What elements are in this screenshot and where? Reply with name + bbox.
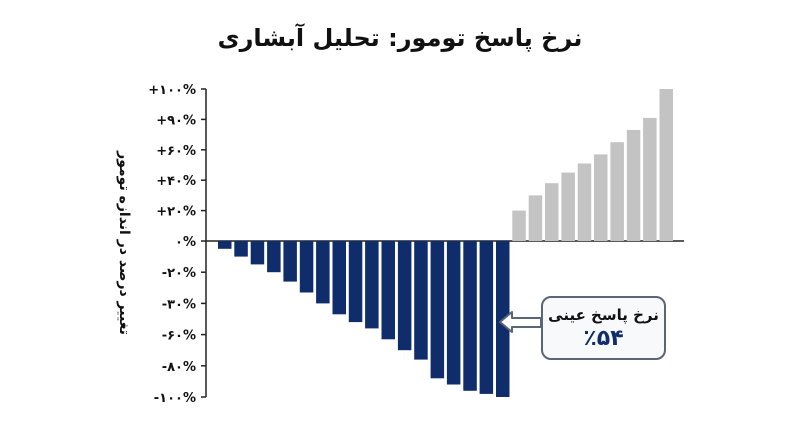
negative-bar xyxy=(446,241,461,385)
y-tick-label: +۹۰% xyxy=(156,113,196,128)
y-tick-label: -۸۰% xyxy=(162,360,196,375)
negative-bar xyxy=(414,241,428,360)
y-tick-label: -۶۰% xyxy=(162,329,196,344)
positive-bar xyxy=(528,195,543,241)
negative-bar xyxy=(348,241,363,323)
positive-bar xyxy=(659,89,673,241)
positive-bar xyxy=(610,142,624,241)
y-tick-label: +۱۰۰% xyxy=(148,83,196,98)
y-tick-label: +۶۰% xyxy=(156,144,196,159)
negative-bar xyxy=(479,241,494,394)
negative-bar xyxy=(316,241,330,304)
callout-value: ٪۵۴ xyxy=(583,326,624,351)
negative-bar xyxy=(250,241,265,265)
negative-bar xyxy=(218,241,232,249)
negative-bar xyxy=(283,241,297,282)
negative-bar xyxy=(332,241,346,315)
negative-bar xyxy=(463,241,477,391)
y-axis-label: تغییر درصد در اندازه تومور xyxy=(116,150,132,335)
y-tick-label: +۴۰% xyxy=(156,174,196,189)
bars xyxy=(218,89,673,397)
chart-title: نرخ پاسخ تومور: تحلیل آبشاری xyxy=(217,24,583,52)
positive-bar xyxy=(594,154,608,241)
positive-bar xyxy=(643,117,657,241)
negative-bar xyxy=(234,241,248,257)
positive-bar xyxy=(512,210,526,241)
y-tick-label: -۳۰% xyxy=(162,297,196,312)
positive-bar xyxy=(545,183,559,241)
y-tick-label: ۰% xyxy=(175,235,196,250)
negative-bar xyxy=(365,241,379,329)
objective-response-callout: نرخ پاسخ عینی ٪۵۴ xyxy=(541,296,666,360)
y-ticks: +۱۰۰% +۹۰% +۶۰% +۴۰% +۲۰% ۰% -۲۰% -۳۰% -۶۰% -۸۰% -… xyxy=(148,83,206,406)
y-tick-label: -۲۰% xyxy=(162,266,196,281)
negative-bar xyxy=(381,241,395,340)
y-tick-label: +۲۰% xyxy=(156,205,196,220)
negative-bar xyxy=(430,241,445,379)
positive-bar xyxy=(561,172,575,241)
negative-bar xyxy=(397,241,412,351)
positive-bar xyxy=(626,130,641,241)
negative-bar xyxy=(299,241,314,293)
positive-bar xyxy=(577,163,592,241)
y-tick-label: -۱۰۰% xyxy=(154,391,196,406)
callout-label: نرخ پاسخ عینی xyxy=(548,306,659,324)
negative-bar xyxy=(267,241,281,273)
